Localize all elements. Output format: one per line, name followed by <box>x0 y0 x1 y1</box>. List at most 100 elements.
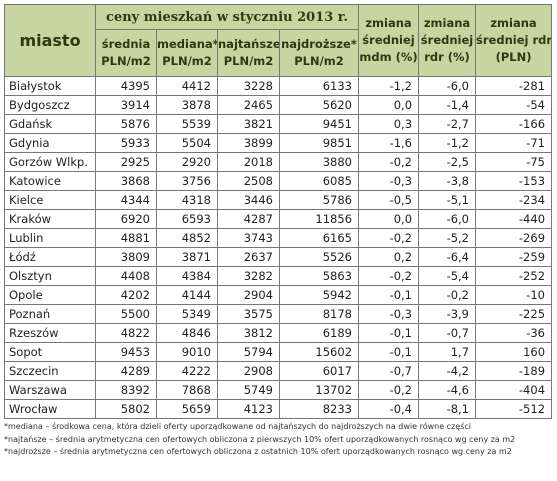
cell-change-mdm: -0,5 <box>358 190 420 210</box>
footnote-cheapest: *najtańsze – średnia arytmetyczna cen of… <box>4 434 516 444</box>
cell-average: 4395 <box>95 76 157 96</box>
cell-change-rdr-pln: 160 <box>475 342 553 362</box>
cell-cheapest: 3446 <box>217 190 280 210</box>
cell-change-mdm: -0,2 <box>358 266 420 286</box>
cell-cheapest: 3743 <box>217 228 280 248</box>
cell-change-mdm: -0,1 <box>358 342 420 362</box>
cell-median: 9010 <box>156 342 218 362</box>
cell-median: 3871 <box>156 247 218 267</box>
cell-most-expensive: 6165 <box>278 228 360 248</box>
cell-change-rdr-pct: -0,7 <box>418 323 477 343</box>
cell-change-rdr-pct: -5,1 <box>418 190 477 210</box>
cell-city: Lublin <box>4 228 96 248</box>
cell-median: 4144 <box>156 285 218 305</box>
cell-change-rdr-pln: -36 <box>475 323 553 343</box>
cell-average: 6920 <box>95 209 157 229</box>
cell-city: Białystok <box>4 76 96 96</box>
cell-change-rdr-pln: -10 <box>475 285 553 305</box>
cell-cheapest: 2465 <box>217 95 280 115</box>
cell-change-rdr-pln: -269 <box>475 228 553 248</box>
cell-change-rdr-pln: -281 <box>475 76 553 96</box>
cell-median: 5349 <box>156 304 218 324</box>
table-row: Rzeszów 4822 4846 3812 6189 -0,1 -0,7 -36 <box>4 323 553 343</box>
cell-cheapest: 2637 <box>217 247 280 267</box>
cell-cheapest: 3899 <box>217 133 280 153</box>
header-change-rdr-pct: zmiana średniej rdr (%) <box>418 4 477 77</box>
cell-average: 5500 <box>95 304 157 324</box>
cell-city: Rzeszów <box>4 323 96 343</box>
table-row: Białystok 4395 4412 3228 6133 -1,2 -6,0 -281 <box>4 76 553 96</box>
cell-change-mdm: 0,2 <box>358 247 420 267</box>
table-row: Kielce 4344 4318 3446 5786 -0,5 -5,1 -234 <box>4 190 553 210</box>
cell-most-expensive: 3880 <box>278 152 360 172</box>
cell-change-mdm: -1,6 <box>358 133 420 153</box>
cell-average: 4822 <box>95 323 157 343</box>
cell-change-rdr-pct: -2,7 <box>418 114 477 134</box>
cell-city: Sopot <box>4 342 96 362</box>
cell-change-rdr-pln: -404 <box>475 380 553 400</box>
cell-change-rdr-pct: 1,7 <box>418 342 477 362</box>
cell-cheapest: 3821 <box>217 114 280 134</box>
cell-cheapest: 4287 <box>217 209 280 229</box>
cell-change-mdm: 0,0 <box>358 95 420 115</box>
cell-change-mdm: -0,1 <box>358 323 420 343</box>
cell-cheapest: 3575 <box>217 304 280 324</box>
cell-average: 3914 <box>95 95 157 115</box>
cell-most-expensive: 5620 <box>278 95 360 115</box>
cell-cheapest: 2904 <box>217 285 280 305</box>
cell-cheapest: 2018 <box>217 152 280 172</box>
cell-change-mdm: 0,0 <box>358 209 420 229</box>
cell-median: 5504 <box>156 133 218 153</box>
cell-city: Olsztyn <box>4 266 96 286</box>
table-header: miasto ceny mieszkań w styczniu 2013 r. … <box>4 4 553 77</box>
price-table-container: miasto ceny mieszkań w styczniu 2013 r. … <box>4 4 553 459</box>
cell-city: Katowice <box>4 171 96 191</box>
cell-average: 2925 <box>95 152 157 172</box>
cell-most-expensive: 8233 <box>278 399 360 419</box>
cell-median: 2920 <box>156 152 218 172</box>
cell-change-rdr-pln: -71 <box>475 133 553 153</box>
cell-change-mdm: -0,1 <box>358 285 420 305</box>
header-most-expensive: najdroższe* PLN/m2 <box>278 29 360 77</box>
footnote-most-expensive: *najdroższe – średnia arytmetyczna cen o… <box>4 447 512 456</box>
table-row: Opole 4202 4144 2904 5942 -0,1 -0,2 -10 <box>4 285 553 305</box>
cell-change-rdr-pln: -440 <box>475 209 553 229</box>
cell-average: 4202 <box>95 285 157 305</box>
cell-city: Kielce <box>4 190 96 210</box>
cell-median: 4852 <box>156 228 218 248</box>
cell-cheapest: 5794 <box>217 342 280 362</box>
table-row: Gdańsk 5876 5539 3821 9451 0,3 -2,7 -166 <box>4 114 553 134</box>
cell-most-expensive: 6017 <box>278 361 360 381</box>
cell-most-expensive: 15602 <box>278 342 360 362</box>
cell-change-rdr-pct: -3,8 <box>418 171 477 191</box>
cell-cheapest: 5749 <box>217 380 280 400</box>
cell-cheapest: 3228 <box>217 76 280 96</box>
cell-most-expensive: 5786 <box>278 190 360 210</box>
cell-change-mdm: -0,7 <box>358 361 420 381</box>
cell-change-rdr-pln: -252 <box>475 266 553 286</box>
cell-change-rdr-pct: -3,9 <box>418 304 477 324</box>
cell-cheapest: 2908 <box>217 361 280 381</box>
cell-average: 4344 <box>95 190 157 210</box>
header-period: ceny mieszkań w styczniu 2013 r. <box>94 4 360 30</box>
table-row: Wrocław 5802 5659 4123 8233 -0,4 -8,1 -512 <box>4 399 553 419</box>
footnotes: *mediana – środkowa cena, która dzieli o… <box>4 421 551 459</box>
cell-change-rdr-pct: -0,2 <box>418 285 477 305</box>
cell-change-rdr-pct: -6,0 <box>418 76 477 96</box>
cell-most-expensive: 5942 <box>278 285 360 305</box>
header-cheapest: najtańsze* PLN/m2 <box>217 29 280 77</box>
cell-most-expensive: 5863 <box>278 266 360 286</box>
table-row: Bydgoszcz 3914 3878 2465 5620 0,0 -1,4 -54 <box>4 95 553 115</box>
table-row: Olsztyn 4408 4384 3282 5863 -0,2 -5,4 -252 <box>4 266 553 286</box>
cell-average: 5933 <box>95 133 157 153</box>
cell-median: 7868 <box>156 380 218 400</box>
cell-change-rdr-pln: -259 <box>475 247 553 267</box>
table-row: Łódź 3809 3871 2637 5526 0,2 -6,4 -259 <box>4 247 553 267</box>
cell-change-rdr-pct: -5,2 <box>418 228 477 248</box>
cell-most-expensive: 5526 <box>278 247 360 267</box>
cell-change-rdr-pct: -4,6 <box>418 380 477 400</box>
cell-change-rdr-pct: -6,0 <box>418 209 477 229</box>
cell-average: 4881 <box>95 228 157 248</box>
cell-cheapest: 3282 <box>217 266 280 286</box>
cell-cheapest: 3812 <box>217 323 280 343</box>
